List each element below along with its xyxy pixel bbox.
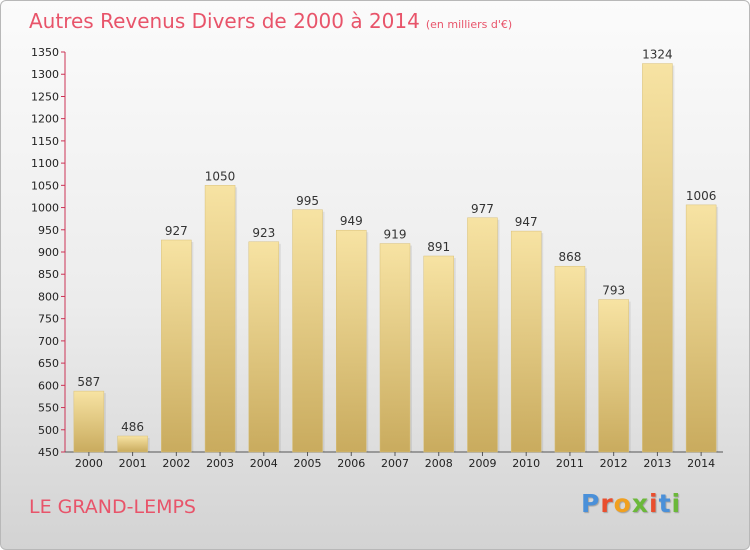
chart-title: Autres Revenus Divers de 2000 à 2014 (en … [29, 9, 512, 33]
y-tick-label: 950 [38, 224, 59, 237]
x-tick-label: 2009 [468, 457, 496, 470]
x-tick-label: 2001 [119, 457, 147, 470]
x-tick-label: 2003 [206, 457, 234, 470]
y-tick-label: 1250 [31, 90, 59, 103]
bar [73, 390, 105, 453]
x-tick-label: 2011 [556, 457, 584, 470]
logo-letter: t [658, 489, 672, 518]
value-label: 949 [340, 214, 363, 228]
bar [336, 229, 367, 453]
y-tick-label: 450 [38, 446, 59, 459]
logo-letter: i [671, 489, 682, 518]
bar [379, 243, 411, 453]
value-label: 995 [296, 194, 319, 208]
value-label: 1006 [686, 189, 717, 203]
y-tick-label: 650 [38, 357, 59, 370]
y-tick-label: 1350 [31, 46, 59, 59]
bar [510, 230, 542, 453]
y-tick-label: 750 [38, 313, 59, 326]
bar [117, 435, 148, 453]
value-label: 891 [427, 240, 450, 254]
logo-letter: r [600, 489, 614, 518]
x-tick-label: 2006 [337, 457, 365, 470]
y-tick-label: 1300 [31, 68, 59, 81]
title-text: Autres Revenus Divers de 2000 à 2014 [29, 9, 420, 33]
x-tick-label: 2010 [512, 457, 540, 470]
y-tick-label: 1050 [31, 179, 59, 192]
x-tick-label: 2013 [643, 457, 671, 470]
y-tick-label: 1100 [31, 157, 59, 170]
x-tick-label: 2007 [381, 457, 409, 470]
value-label: 919 [384, 228, 407, 242]
value-label: 977 [471, 202, 494, 216]
y-tick-label: 600 [38, 379, 59, 392]
x-tick-label: 2008 [425, 457, 453, 470]
bar [685, 204, 717, 453]
bar [204, 185, 236, 453]
proxiti-logo[interactable]: Proxiti [581, 489, 681, 518]
y-tick-label: 1000 [31, 202, 59, 215]
y-tick-label: 1200 [31, 113, 59, 126]
y-tick-label: 900 [38, 246, 59, 259]
bar [423, 255, 454, 453]
logo-letter: o [613, 489, 632, 518]
x-tick-label: 2004 [250, 457, 278, 470]
value-label: 587 [77, 375, 100, 389]
y-tick-label: 550 [38, 402, 59, 415]
y-tick-label: 800 [38, 290, 59, 303]
logo-letter: P [581, 489, 601, 518]
value-label: 793 [602, 284, 625, 298]
commune-name: LE GRAND-LEMPS [29, 496, 196, 518]
bar [292, 209, 323, 453]
value-label: 1050 [205, 169, 236, 183]
value-label: 486 [121, 420, 144, 434]
value-label: 868 [558, 250, 581, 264]
bar [554, 265, 586, 453]
x-tick-label: 2012 [600, 457, 628, 470]
value-label: 923 [252, 226, 275, 240]
x-tick-label: 2000 [75, 457, 103, 470]
logo-letter: i [649, 489, 659, 518]
logo-letter: x [631, 489, 649, 518]
value-label: 1324 [642, 48, 673, 62]
y-tick-label: 1150 [31, 135, 59, 148]
bar [467, 217, 498, 453]
value-label: 927 [165, 224, 188, 238]
bar [598, 299, 629, 453]
x-tick-label: 2014 [687, 457, 715, 470]
bar [161, 239, 192, 453]
bar [248, 241, 280, 453]
y-tick-label: 700 [38, 335, 59, 348]
y-tick-label: 500 [38, 424, 59, 437]
x-tick-label: 2005 [294, 457, 322, 470]
unit-label: (en milliers d'€) [425, 18, 513, 31]
bar [642, 63, 673, 453]
y-tick-label: 850 [38, 268, 59, 281]
value-label: 947 [515, 215, 538, 229]
x-tick-label: 2002 [162, 457, 190, 470]
